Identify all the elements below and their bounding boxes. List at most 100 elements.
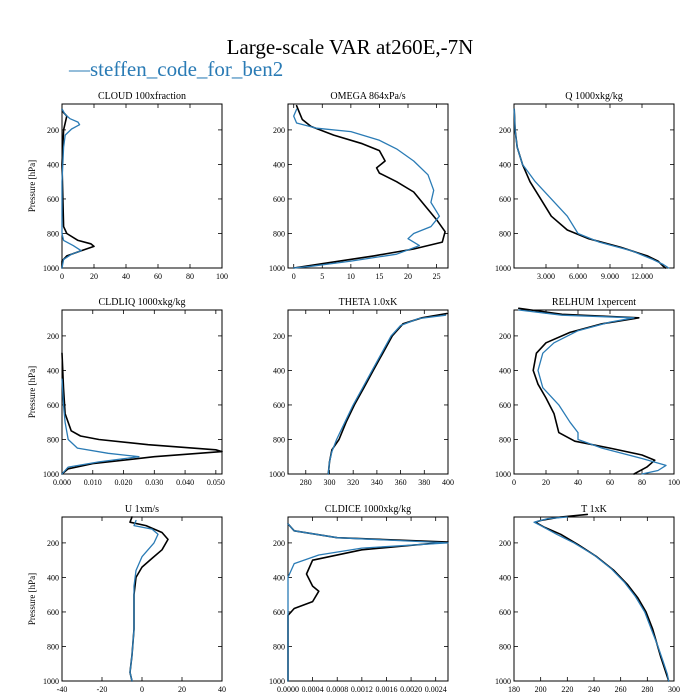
plot-frame (287, 309, 449, 475)
series-line-case (327, 314, 447, 475)
y-tick-label: 800 (47, 642, 59, 651)
y-tick-label: 200 (273, 332, 285, 341)
x-tick-label: 0.030 (145, 478, 163, 487)
x-tick-label: 0 (512, 478, 516, 487)
y-tick-label: 600 (47, 195, 59, 204)
x-tick-label: 20 (542, 478, 550, 487)
y-tick-label: 400 (499, 573, 511, 582)
x-tick-label: 0.0008 (326, 685, 348, 694)
x-tick-label: 12.000 (631, 272, 653, 281)
x-tick-label: 0.0012 (351, 685, 373, 694)
y-tick-label: 600 (47, 401, 59, 410)
series-line-case (518, 309, 667, 475)
x-tick-label: 0.0020 (400, 685, 422, 694)
y-tick-label: 800 (47, 435, 59, 444)
panel-title: U 1xm/s (125, 504, 159, 515)
y-tick-label: 600 (499, 401, 511, 410)
y-tick-label: 800 (499, 229, 511, 238)
x-tick-label: 0.0004 (302, 685, 324, 694)
x-tick-label: 20 (90, 272, 98, 281)
x-tick-label: 320 (347, 478, 359, 487)
x-tick-label: 0 (140, 685, 144, 694)
series-line-reference (534, 513, 670, 682)
panel-title: CLDLIQ 1000xkg/kg (99, 297, 186, 308)
y-tick-label: 800 (499, 642, 511, 651)
plot-frame (513, 309, 675, 475)
y-tick-label: 400 (47, 366, 59, 375)
series-line-reference (292, 104, 446, 269)
x-tick-label: 340 (371, 478, 383, 487)
x-tick-label: 3.000 (537, 272, 555, 281)
y-tick-label: 1000 (495, 470, 511, 479)
y-tick-label: 800 (273, 642, 285, 651)
plot-frame (61, 516, 223, 682)
plot-frame (287, 103, 449, 269)
y-tick-label: 400 (499, 366, 511, 375)
x-tick-label: 15 (375, 272, 383, 281)
plot-frame (513, 516, 675, 682)
y-tick-label: 400 (273, 160, 285, 169)
x-tick-label: 0.050 (207, 478, 225, 487)
x-tick-label: 0.020 (115, 478, 133, 487)
x-tick-label: 10 (347, 272, 355, 281)
series-line-case (61, 378, 140, 475)
series-line-case (287, 523, 449, 682)
x-tick-label: 260 (615, 685, 627, 694)
y-tick-label: 800 (273, 435, 285, 444)
y-tick-label: 400 (499, 160, 511, 169)
x-tick-label: 200 (535, 685, 547, 694)
y-tick-label: 1000 (43, 677, 59, 686)
series-line-case (129, 519, 159, 682)
y-tick-label: 400 (47, 160, 59, 169)
y-tick-label: 600 (499, 608, 511, 617)
x-tick-label: 80 (186, 272, 194, 281)
y-tick-label: 200 (273, 126, 285, 135)
y-tick-label: 1000 (269, 470, 285, 479)
x-tick-label: 0.0024 (425, 685, 447, 694)
x-tick-label: 240 (588, 685, 600, 694)
panel-title: CLOUD 100xfraction (98, 91, 186, 102)
series-line-reference (129, 516, 169, 682)
x-tick-label: 60 (154, 272, 162, 281)
x-tick-label: 400 (442, 478, 454, 487)
x-tick-label: 0.0000 (277, 685, 299, 694)
y-tick-label: 400 (273, 366, 285, 375)
panel-title: Q 1000xkg/kg (565, 91, 623, 102)
x-tick-label: 0.010 (84, 478, 102, 487)
y-tick-label: 1000 (495, 264, 511, 273)
panel-7: U 1xm/s 200 400 600 800 1000-40 -20 0 20 40 Pressu… (27, 504, 226, 694)
y-tick-label: 200 (47, 539, 59, 548)
panel-2: OMEGA 864xPa/s 200 400 600 800 1000 0 5 10 15 20 25 (269, 91, 449, 281)
y-tick-label: 1000 (43, 264, 59, 273)
y-tick-label: 600 (499, 195, 511, 204)
x-tick-label: 180 (508, 685, 520, 694)
x-tick-label: 6.000 (569, 272, 587, 281)
panel-5: THETA 1.0xK 200 400 600 800 1000 280 300 320 340 3… (269, 297, 454, 487)
y-tick-label: 400 (273, 573, 285, 582)
y-tick-label: 600 (47, 608, 59, 617)
y-tick-label: 200 (499, 539, 511, 548)
x-tick-label: 360 (395, 478, 407, 487)
y-axis-label: Pressure [hPa] (27, 160, 37, 212)
y-tick-label: 200 (273, 539, 285, 548)
panel-title: OMEGA 864xPa/s (330, 91, 405, 102)
series-line-reference (517, 307, 656, 475)
x-tick-label: 100 (216, 272, 228, 281)
x-tick-label: 0 (292, 272, 296, 281)
panel-3: Q 1000xkg/kg 200 400 600 800 1000 3.000 6.000 9.… (495, 91, 675, 281)
x-tick-label: 5 (320, 272, 324, 281)
y-axis-label: Pressure [hPa] (27, 366, 37, 418)
y-tick-label: 800 (47, 229, 59, 238)
x-tick-label: 0.000 (53, 478, 71, 487)
figure-title: Large-scale VAR at260E,-7N (227, 35, 474, 59)
y-tick-label: 800 (273, 229, 285, 238)
y-tick-label: 600 (273, 608, 285, 617)
x-tick-label: -40 (57, 685, 68, 694)
series-line-reference (61, 352, 223, 475)
x-tick-label: 25 (433, 272, 441, 281)
x-tick-label: 20 (404, 272, 412, 281)
